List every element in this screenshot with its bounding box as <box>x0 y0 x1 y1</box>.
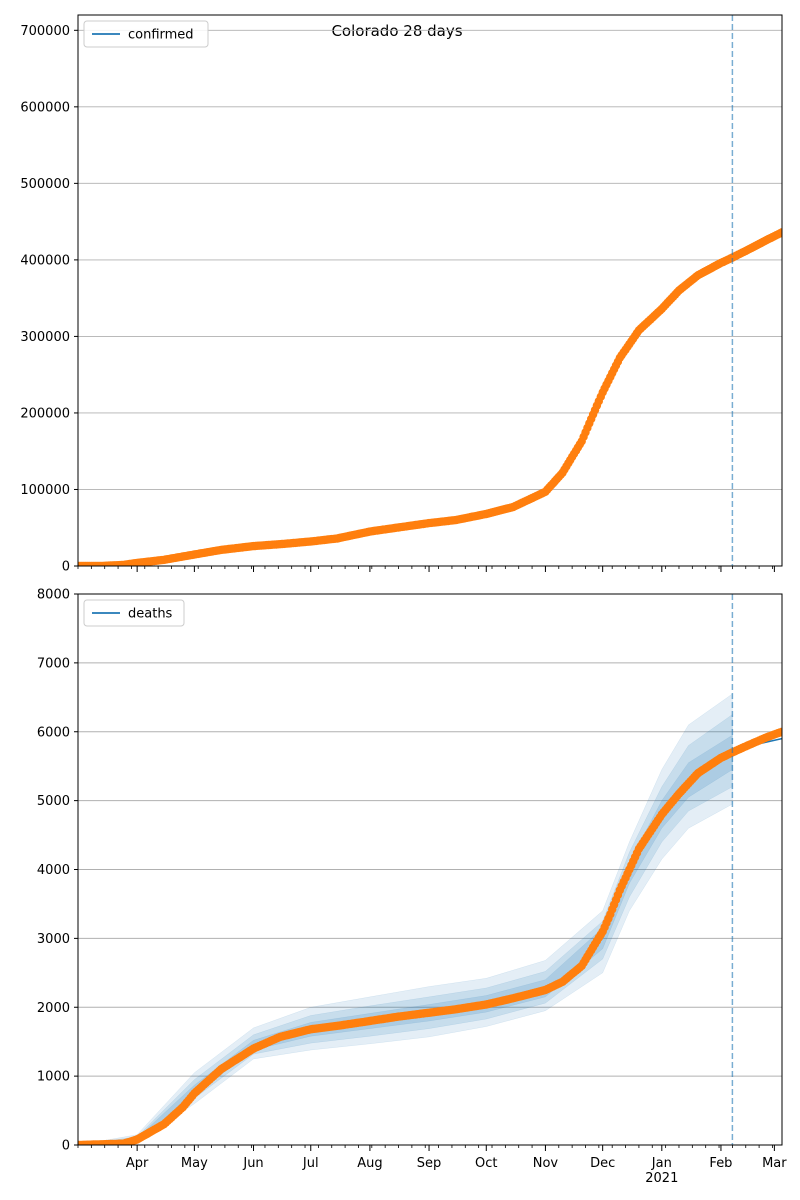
deaths-ytick-label: 6000 <box>37 725 70 740</box>
deaths-panel: 0 1000 2000 3000 4000 5000 6000 7000 8000 Apr May J… <box>37 588 787 1187</box>
confirmed-ytick-label: 700000 <box>20 24 70 39</box>
year-label: 2021 <box>645 1171 678 1186</box>
deaths-legend-label: deaths <box>128 607 173 622</box>
deaths-ytick-label: 5000 <box>37 794 70 809</box>
deaths-xtick-label: Dec <box>590 1156 615 1171</box>
deaths-ytick-label: 2000 <box>37 1001 70 1016</box>
deaths-xtick-label: Jun <box>242 1156 263 1171</box>
deaths-legend-box <box>83 599 185 627</box>
deaths-ytick-label: 7000 <box>37 656 70 671</box>
confirmed-ytick-label: 100000 <box>20 483 70 498</box>
chart-title: Colorado 28 days <box>331 22 462 40</box>
confirmed-observed-point <box>777 228 782 237</box>
deaths-xtick-label: Nov <box>533 1156 559 1171</box>
panels: 0 100000 200000 300000 400000 500000 600000 700… <box>20 14 787 1187</box>
deaths-legend: deaths <box>83 599 185 627</box>
confirmed-ytick-label: 600000 <box>20 100 70 115</box>
deaths-ytick-label: 4000 <box>37 863 70 878</box>
confirmed-panel: 0 100000 200000 300000 400000 500000 600000 700… <box>20 14 783 575</box>
confirmed-ytick-label: 400000 <box>20 253 70 268</box>
deaths-xtick-label: Mar <box>762 1156 787 1171</box>
confirmed-ytick-label: 200000 <box>20 406 70 421</box>
deaths-ytick-label: 3000 <box>37 932 70 947</box>
confirmed-ytick-label: 500000 <box>20 177 70 192</box>
deaths-xtick-label: Jul <box>302 1156 319 1171</box>
deaths-xtick-label: Aug <box>357 1156 382 1171</box>
deaths-ytick-label: 8000 <box>37 588 70 603</box>
deaths-plot-area <box>78 693 782 1145</box>
deaths-ytick-label: 0 <box>62 1139 70 1154</box>
confirmed-ytick-label: 0 <box>62 560 70 575</box>
confirmed-plot-area <box>78 228 782 566</box>
deaths-observed-point <box>777 727 782 736</box>
confirmed-ytick-label: 300000 <box>20 330 70 345</box>
deaths-ytick-label: 1000 <box>37 1070 70 1085</box>
deaths-xtick-label: Oct <box>475 1156 497 1171</box>
confirmed-legend-box <box>83 20 209 48</box>
confirmed-legend-label: confirmed <box>128 28 194 43</box>
deaths-xtick-label: May <box>181 1156 208 1171</box>
deaths-xtick-label: Jan <box>651 1156 672 1171</box>
deaths-observed-points <box>78 727 782 1145</box>
confirmed-legend: confirmed <box>83 20 209 48</box>
deaths-xtick-label: Feb <box>709 1156 732 1171</box>
confirmed-observed-points <box>78 228 782 566</box>
confirmed-axes-frame <box>77 14 783 567</box>
deaths-xtick-label: Sep <box>417 1156 442 1171</box>
deaths-xtick-label: Apr <box>126 1156 149 1171</box>
